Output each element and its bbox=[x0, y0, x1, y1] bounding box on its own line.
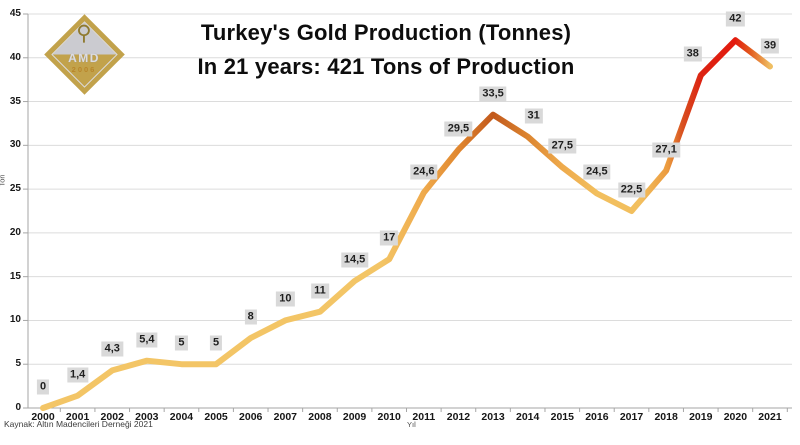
x-tick-label-2016: 2016 bbox=[585, 411, 609, 423]
data-label-2018: 27,1 bbox=[652, 142, 680, 158]
y-tick-label-25: 25 bbox=[9, 183, 21, 195]
x-tick-label-2020: 2020 bbox=[723, 411, 748, 423]
y-tick-label-5: 5 bbox=[15, 358, 21, 370]
data-label-2011: 24,6 bbox=[410, 164, 438, 180]
source-note: Kaynak: Altın Madencileri Derneği 2021 bbox=[4, 419, 153, 429]
chart-title-line1: Turkey's Gold Production (Tonnes) bbox=[200, 20, 572, 45]
x-tick-label-2012: 2012 bbox=[446, 411, 471, 423]
y-tick-label-20: 20 bbox=[9, 226, 21, 238]
data-label-2021: 39 bbox=[760, 38, 780, 54]
x-tick-label-2009: 2009 bbox=[342, 411, 367, 423]
data-label-2015: 27,5 bbox=[548, 138, 576, 154]
x-tick-label-2000: 2000 bbox=[31, 411, 55, 423]
data-label-2009: 14,5 bbox=[340, 252, 369, 268]
x-tick-label-2007: 2007 bbox=[273, 411, 298, 423]
x-tick-label-2011: 2011 bbox=[412, 411, 436, 423]
x-tick-label-2002: 2002 bbox=[100, 411, 124, 423]
data-label-2001: 1,4 bbox=[66, 367, 89, 383]
x-tick-label-2006: 2006 bbox=[239, 411, 263, 423]
x-tick-label-2015: 2015 bbox=[550, 411, 574, 423]
data-label-2003: 5,4 bbox=[136, 332, 158, 348]
y-tick-label-45: 45 bbox=[9, 8, 21, 19]
hammer-and-pick-icon: ⚲ bbox=[76, 22, 92, 45]
x-tick-label-2018: 2018 bbox=[654, 411, 678, 423]
y-tick-label-10: 10 bbox=[9, 314, 21, 326]
x-tick-label-2008: 2008 bbox=[308, 411, 332, 423]
data-label-2005: 5 bbox=[210, 335, 223, 351]
chart-title: Turkey's Gold Production (Tonnes) In 21 … bbox=[136, 16, 636, 84]
data-label-2007: 10 bbox=[276, 291, 295, 307]
x-tick-label-2021: 2021 bbox=[758, 411, 782, 423]
y-tick-label-0: 0 bbox=[15, 402, 21, 413]
chart-title-line2: In 21 years: 421 Tons of Production bbox=[197, 54, 575, 79]
data-label-2002: 4,3 bbox=[101, 341, 123, 357]
x-tick-label-2014: 2014 bbox=[515, 411, 540, 423]
data-label-2017: 22,5 bbox=[617, 182, 646, 198]
y-tick-label-15: 15 bbox=[9, 270, 21, 282]
data-label-2016: 24,5 bbox=[583, 164, 611, 180]
data-label-2010: 17 bbox=[380, 230, 399, 246]
data-label-2004: 5 bbox=[175, 335, 188, 351]
data-label-2012: 29,5 bbox=[444, 121, 473, 137]
data-label-2013: 33,5 bbox=[479, 86, 507, 102]
x-tick-label-2004: 2004 bbox=[169, 411, 194, 423]
amd-logo: ⚲ AMD 2006 bbox=[43, 13, 125, 95]
data-label-2000: 0 bbox=[36, 379, 50, 395]
y-tick-label-30: 30 bbox=[9, 139, 21, 151]
production-line-series bbox=[40, 37, 773, 411]
x-tick-label-2010: 2010 bbox=[377, 411, 401, 423]
x-tick-label-2013: 2013 bbox=[481, 411, 505, 423]
data-label-2019: 38 bbox=[683, 46, 702, 62]
y-axis-title: Ton bbox=[0, 174, 7, 187]
x-tick-label-2003: 2003 bbox=[135, 411, 159, 423]
x-axis-title: Yıl bbox=[407, 420, 416, 429]
x-tick-label-2019: 2019 bbox=[689, 411, 713, 423]
x-tick-label-2017: 2017 bbox=[619, 411, 644, 423]
y-tick-label-35: 35 bbox=[9, 95, 21, 107]
x-tick-label-2001: 2001 bbox=[65, 411, 90, 423]
data-label-2020: 42 bbox=[726, 11, 745, 27]
logo-year-text: 2006 bbox=[71, 65, 97, 74]
data-label-2014: 31 bbox=[524, 108, 543, 124]
data-label-2006: 8 bbox=[244, 309, 257, 325]
data-label-2008: 11 bbox=[311, 283, 329, 299]
logo-org-text: AMD bbox=[68, 51, 100, 65]
y-tick-label-40: 40 bbox=[9, 51, 21, 63]
x-tick-label-2005: 2005 bbox=[204, 411, 228, 423]
